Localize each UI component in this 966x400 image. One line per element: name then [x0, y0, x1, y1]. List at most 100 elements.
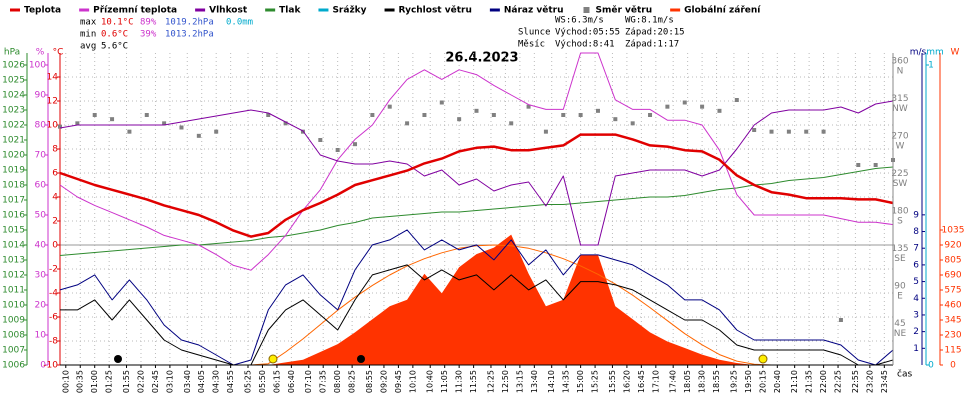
- y-tick-label: -10: [43, 361, 58, 371]
- y-tick-label: 225: [891, 169, 908, 179]
- y-tick-label: 1026: [2, 61, 25, 71]
- stat: 10.1°C: [101, 18, 134, 28]
- y-tick-label: 10: [47, 121, 59, 131]
- axis-label: %: [36, 48, 45, 58]
- moon-icon: [357, 355, 365, 363]
- y-tick-label: W: [896, 142, 905, 152]
- wind-direction-point: [318, 138, 323, 142]
- x-tick-label: 12:25: [486, 370, 495, 393]
- y-tick-label: 1022: [2, 121, 25, 131]
- stat: WG:8.1m/s: [625, 16, 674, 26]
- wind-direction-point: [665, 104, 670, 109]
- legend-label: Vlhkost: [209, 6, 248, 16]
- y-tick-label: 6: [913, 260, 919, 270]
- stat: Západ:1:17: [625, 40, 679, 50]
- wind-direction-point: [422, 113, 427, 117]
- y-tick-label: 460: [944, 301, 961, 311]
- y-tick-label: 2: [913, 327, 919, 337]
- y-tick-label: 1: [913, 344, 919, 354]
- y-tick-label: NE: [894, 329, 907, 339]
- y-tick-label: 1009: [2, 316, 25, 326]
- y-tick-label: -6: [49, 313, 58, 323]
- wind-direction-point: [613, 117, 618, 122]
- x-tick-label: 07:10: [304, 370, 313, 393]
- wind-direction-point: [595, 108, 600, 113]
- stat: 5.6°C: [101, 42, 128, 52]
- x-tick-label: 19:50: [744, 370, 753, 393]
- y-tick-label: 30: [35, 271, 47, 281]
- wind-direction-point: [526, 104, 531, 109]
- axis-label: mm: [926, 48, 944, 58]
- x-tick-label: 20:15: [758, 370, 767, 393]
- y-tick-label: 1: [928, 61, 934, 71]
- axis-label: m/s: [910, 48, 927, 58]
- y-tick-label: 45: [894, 319, 905, 329]
- x-tick-label: 09:20: [379, 370, 388, 393]
- x-axis-label: čas: [897, 369, 912, 380]
- legend-label: Směr větru: [595, 5, 652, 16]
- stat: 39%: [140, 30, 157, 40]
- axis-label: °C: [53, 48, 64, 58]
- y-tick-label: 345: [944, 316, 961, 326]
- y-tick-label: 100: [29, 61, 46, 71]
- legend-label: Přízemní teplota: [93, 6, 177, 16]
- stat-label: max: [80, 18, 97, 28]
- x-tick-label: 10:40: [426, 370, 435, 393]
- x-tick-label: 20:40: [773, 370, 782, 393]
- y-tick-label: 690: [944, 271, 961, 281]
- y-tick-label: 1035: [942, 226, 965, 236]
- series-area: [60, 234, 893, 365]
- legend-swatch: [583, 7, 590, 13]
- wind-direction-point: [543, 129, 548, 134]
- x-tick-label: 00:10: [61, 370, 70, 393]
- x-tick-label: 18:05: [683, 370, 692, 393]
- y-tick-label: 5: [913, 277, 919, 287]
- y-tick-label: 1008: [2, 331, 25, 341]
- x-tick-label: 01:00: [90, 370, 99, 393]
- x-tick-label: 14:10: [547, 370, 556, 393]
- wind-direction-point: [162, 121, 167, 126]
- x-tick-label: 02:45: [151, 370, 160, 393]
- series-line: [60, 264, 894, 366]
- y-tick-label: S: [897, 217, 903, 227]
- x-tick-label: 17:40: [669, 370, 678, 393]
- x-tick-label: 12:50: [501, 370, 510, 393]
- y-tick-label: 1013: [2, 256, 25, 266]
- x-tick-label: 21:35: [805, 370, 814, 393]
- x-tick-label: 04:55: [226, 370, 235, 393]
- sun-icon: [758, 354, 768, 364]
- y-tick-label: 7: [913, 244, 919, 254]
- x-tick-label: 23:20: [865, 370, 874, 393]
- wind-direction-point: [283, 121, 288, 126]
- wind-direction-point: [474, 108, 479, 113]
- stat: 89%: [140, 18, 157, 28]
- wind-direction-point: [144, 113, 149, 117]
- wind-direction-point: [786, 129, 791, 134]
- y-tick-label: -2: [49, 265, 58, 275]
- series-line: [59, 52, 894, 271]
- wind-direction-point: [127, 129, 132, 134]
- series-line: [59, 100, 894, 246]
- legend-label: Srážky: [332, 6, 366, 16]
- y-tick-label: -4: [49, 289, 58, 299]
- y-tick-label: 135: [891, 244, 908, 254]
- y-tick-label: 920: [944, 241, 961, 251]
- x-tick-label: 11:55: [469, 370, 478, 393]
- wind-direction-point: [821, 129, 826, 134]
- wind-direction-point: [838, 318, 843, 322]
- y-tick-label: 230: [944, 331, 961, 341]
- y-tick-label: 10: [35, 331, 47, 341]
- x-tick-label: 02:20: [136, 370, 145, 393]
- y-tick-label: 3: [913, 310, 919, 320]
- y-tick-label: 575: [944, 286, 961, 296]
- wind-direction-point: [214, 129, 219, 134]
- stat: 1019.2hPa: [165, 18, 214, 28]
- y-tick-label: 90: [894, 282, 906, 292]
- wind-direction-point: [370, 113, 375, 117]
- x-tick-label: 22:55: [851, 370, 860, 393]
- x-tick-label: 08:25: [348, 370, 357, 393]
- x-tick-label: 11:05: [440, 370, 449, 393]
- x-tick-label: 05:50: [258, 370, 267, 393]
- legend-label: Tlak: [279, 6, 301, 16]
